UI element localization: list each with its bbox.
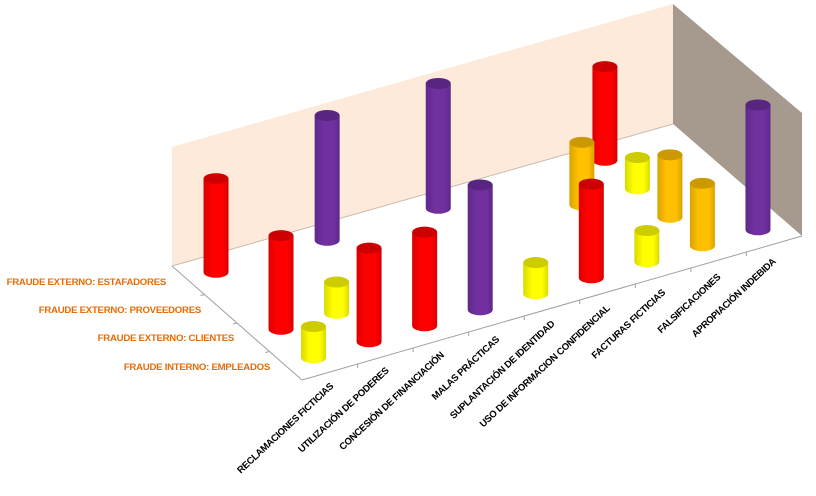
series-axis-labels: FRAUDE EXTERNO: ESTAFADORES FRAUDE EXTER… <box>7 277 271 373</box>
bars <box>203 61 771 364</box>
category-axis-line <box>301 235 803 381</box>
bar-body <box>412 232 438 332</box>
bar-body <box>592 66 618 166</box>
bar <box>657 149 683 223</box>
category-label: FACTURAS FICTICIAS <box>590 287 669 361</box>
bar <box>624 152 650 195</box>
bar <box>314 109 340 246</box>
series-tick <box>200 294 205 296</box>
bar-body <box>301 326 327 364</box>
bar-body <box>745 104 771 236</box>
bar-top <box>689 177 715 189</box>
bar <box>324 276 350 319</box>
series-label: FRAUDE EXTERNO: ESTAFADORES <box>7 277 167 288</box>
bar-top <box>301 321 327 333</box>
bar-body <box>425 83 451 214</box>
bar-top <box>203 173 229 185</box>
bar <box>523 257 549 300</box>
bar-top <box>624 152 650 164</box>
series-label: FRAUDE EXTERNO: PROVEEDORES <box>39 305 202 316</box>
category-label: FALSIFICACIONES <box>656 271 724 335</box>
bar <box>689 177 715 252</box>
category-label: MALAS PRÁCTICAS <box>429 333 502 403</box>
bar-top <box>523 257 549 269</box>
bar <box>634 225 660 268</box>
bar-top <box>268 230 294 242</box>
bar-top <box>314 109 340 121</box>
bar-top <box>467 179 493 191</box>
bar-top <box>578 178 604 190</box>
series-tick <box>265 351 270 353</box>
bar-top <box>569 136 595 148</box>
bar <box>592 61 618 166</box>
bar-body <box>203 178 229 278</box>
bar-top <box>745 99 771 111</box>
bar-body <box>634 230 660 268</box>
bar-top <box>324 276 350 288</box>
bar <box>203 173 229 278</box>
bar-body <box>578 184 604 284</box>
bar-top <box>592 61 618 73</box>
bar <box>356 242 382 348</box>
bar-body <box>523 262 549 300</box>
bar-body <box>657 154 683 223</box>
bar-body <box>314 115 340 246</box>
bar-top <box>657 149 683 161</box>
bar-top <box>634 225 660 237</box>
series-label: FRAUDE EXTERNO: CLIENTES <box>98 333 235 344</box>
bar <box>268 230 294 335</box>
bar-body <box>624 157 650 195</box>
bar-body <box>324 282 350 319</box>
bar-body <box>689 183 715 252</box>
bar-body <box>356 248 382 348</box>
bar <box>425 77 451 214</box>
bar <box>412 226 438 332</box>
bar-top <box>412 226 438 238</box>
series-tick <box>232 322 238 325</box>
bar-body <box>268 235 294 335</box>
bar-top <box>425 77 451 89</box>
bar-top <box>356 242 382 254</box>
series-label: FRAUDE INTERNO: EMPLEADOS <box>124 362 271 373</box>
back-wall <box>172 4 673 266</box>
axis-ticks <box>200 252 747 368</box>
bar <box>467 179 493 316</box>
bar <box>578 178 604 284</box>
bar <box>301 321 327 364</box>
bar-body <box>467 184 493 316</box>
bar <box>745 99 771 236</box>
